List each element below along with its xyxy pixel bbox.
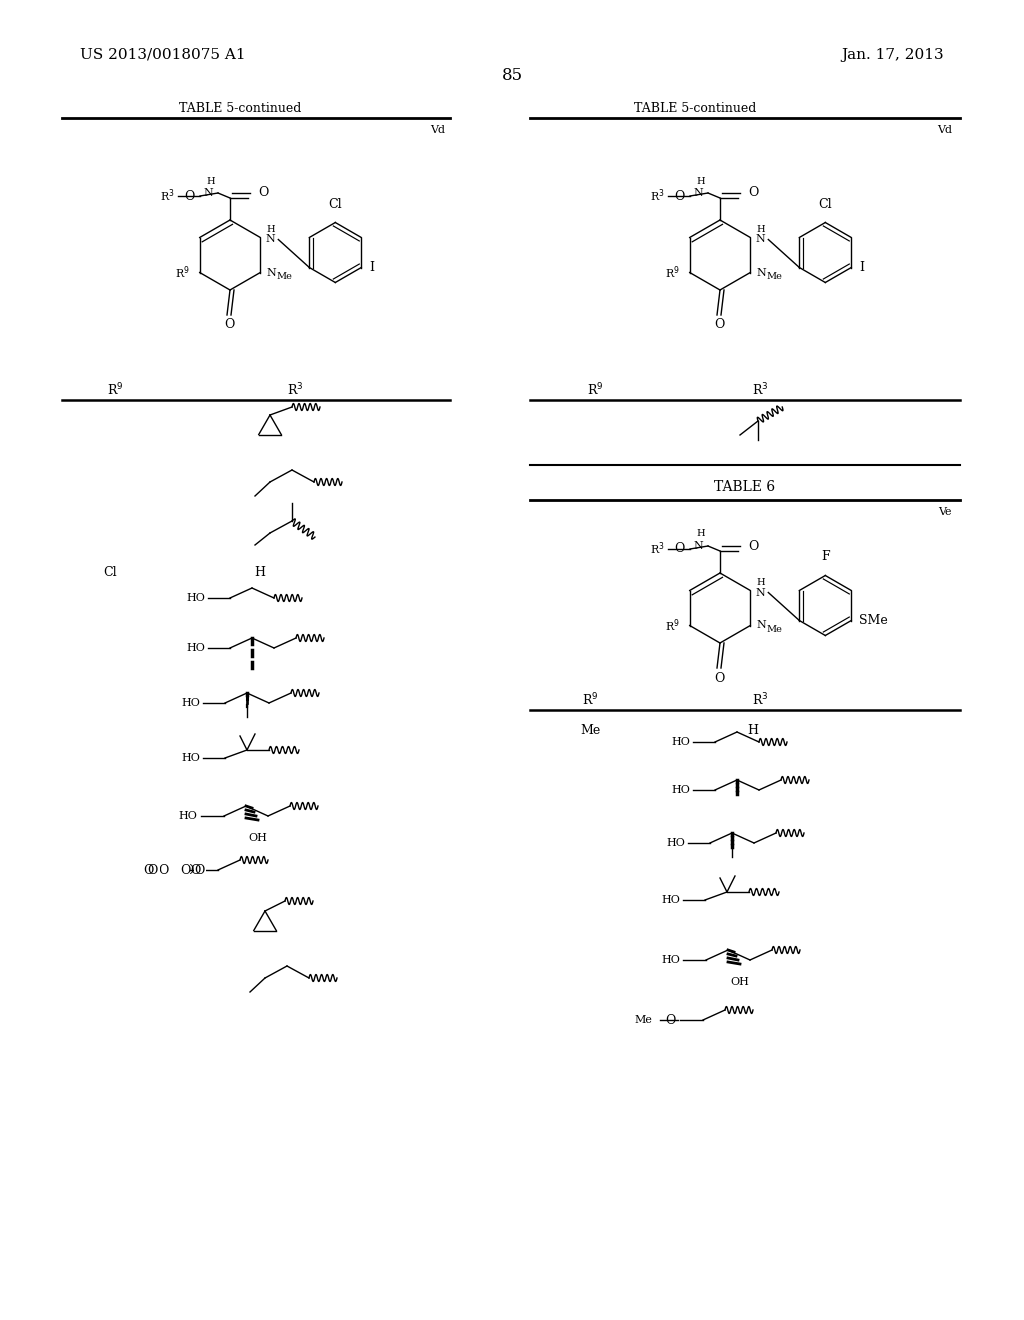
Text: R$^9$: R$^9$ [582,692,598,709]
Text: R$^3$: R$^3$ [287,381,303,399]
Text: H: H [756,578,765,587]
Text: R$^3$: R$^3$ [650,541,665,557]
Text: O: O [183,863,194,876]
Text: O: O [180,863,190,876]
Text: N: N [265,235,275,244]
Text: Me: Me [276,272,292,281]
Text: HO: HO [662,895,680,906]
Text: Vd: Vd [430,125,445,135]
Text: N: N [203,187,213,198]
Text: R$^3$: R$^3$ [161,187,175,205]
Text: H: H [748,723,759,737]
Text: $\mathdefault{O}$: $\mathdefault{O}$ [195,863,206,876]
Text: HO: HO [667,838,685,847]
Text: OH: OH [249,833,267,843]
Text: N: N [757,268,766,277]
Text: H: H [207,177,215,186]
Text: F: F [821,550,829,564]
Text: SMe: SMe [859,614,888,627]
Text: N: N [756,235,765,244]
Text: R$^9$: R$^9$ [665,264,680,281]
Text: HO: HO [181,752,200,763]
Text: O: O [142,863,154,876]
Text: R$^3$: R$^3$ [650,187,665,205]
Text: I: I [859,261,864,275]
Text: O: O [675,543,685,556]
Text: N: N [266,268,276,277]
Text: N: N [756,587,765,598]
Text: H: H [756,224,765,234]
Text: Cl: Cl [103,565,117,578]
Text: O: O [714,318,724,331]
Text: TABLE 5-continued: TABLE 5-continued [179,102,301,115]
Text: R$^9$: R$^9$ [106,381,123,399]
Text: Cl: Cl [329,198,342,210]
Text: HO: HO [671,737,690,747]
Text: N: N [757,620,766,631]
Text: H: H [266,224,274,234]
Text: R$^3$: R$^3$ [752,692,768,709]
Text: O: O [158,863,168,876]
Text: O: O [184,190,195,202]
Text: TABLE 6: TABLE 6 [715,480,775,494]
Text: Me: Me [147,865,165,875]
Text: 85: 85 [502,66,522,83]
Text: US 2013/0018075 A1: US 2013/0018075 A1 [80,48,246,62]
Text: HO: HO [662,954,680,965]
Text: Jan. 17, 2013: Jan. 17, 2013 [842,48,944,62]
Text: HO: HO [186,593,205,603]
Text: O: O [748,540,759,553]
Text: Me: Me [766,272,782,281]
Text: OH: OH [730,977,750,987]
Text: Vd: Vd [937,125,952,135]
Text: Ve: Ve [939,507,952,517]
Text: HO: HO [671,785,690,795]
Text: HO: HO [178,810,197,821]
Text: H: H [696,177,705,186]
Text: TABLE 5-continued: TABLE 5-continued [634,102,756,115]
Text: Cl: Cl [818,198,833,210]
Text: O: O [146,863,158,876]
Text: Me: Me [634,1015,652,1026]
Text: HO: HO [186,643,205,653]
Text: O: O [714,672,724,685]
Text: R$^3$: R$^3$ [752,381,768,399]
Text: O: O [189,863,200,876]
Text: R$^9$: R$^9$ [665,618,680,634]
Text: O: O [665,1014,675,1027]
Text: H: H [696,529,705,539]
Text: Me: Me [580,723,600,737]
Text: O: O [675,190,685,202]
Text: O: O [748,186,759,199]
Text: H: H [255,565,265,578]
Text: N: N [693,541,703,550]
Text: I: I [370,261,375,275]
Text: HO: HO [181,698,200,708]
Text: N: N [693,187,703,198]
Text: R$^9$: R$^9$ [175,264,189,281]
Text: O: O [258,186,268,199]
Text: O: O [224,318,234,331]
Text: R$^9$: R$^9$ [587,381,603,399]
Text: Me: Me [766,624,782,634]
